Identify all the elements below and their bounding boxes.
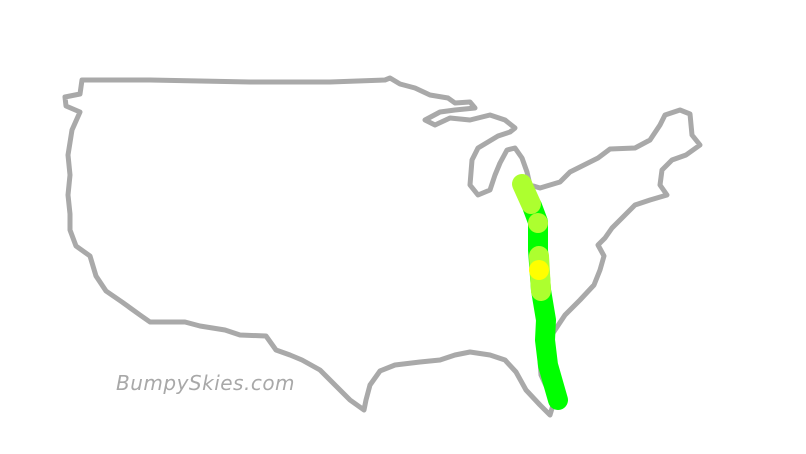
watermark-logo: BumpySkies.com <box>116 371 296 395</box>
route-point-moderate <box>529 260 549 280</box>
route-segment-light <box>512 174 541 214</box>
route-point-light <box>528 213 548 233</box>
route-segment-smooth <box>522 196 568 410</box>
us-outline <box>62 75 703 418</box>
flight-route <box>512 174 568 410</box>
